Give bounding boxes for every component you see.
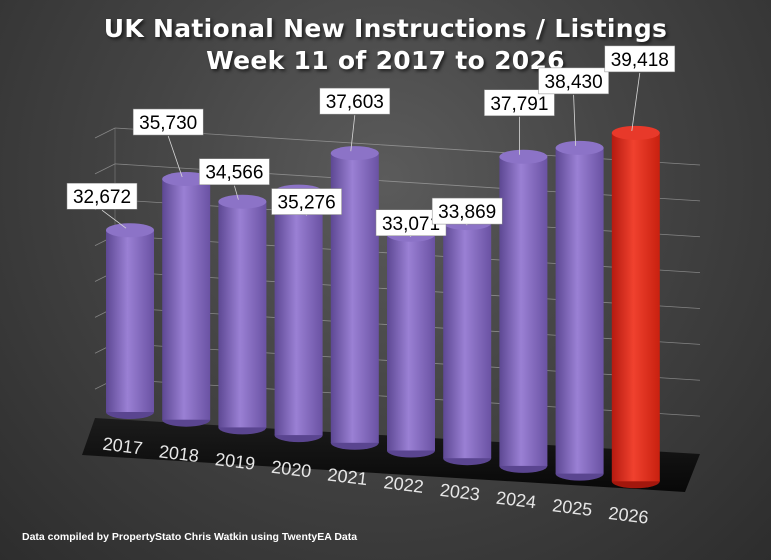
bar-top	[106, 223, 154, 238]
value-label: 34,566	[205, 163, 263, 184]
bar-top	[218, 194, 267, 209]
x-tick-label: 2019	[214, 449, 256, 474]
value-label-leader	[101, 209, 127, 229]
bar-top	[162, 172, 211, 187]
bar	[387, 234, 435, 451]
data-source-footnote: Data compiled by PropertyStato Chris Wat…	[22, 531, 358, 543]
value-label: 33,071	[382, 214, 440, 235]
x-tick-label: 2018	[158, 441, 200, 466]
value-label-box	[319, 87, 391, 115]
value-label-leader	[350, 115, 356, 152]
x-tick-label: 2020	[270, 457, 312, 482]
value-label-leader	[234, 185, 239, 200]
x-tick-label: 2021	[326, 464, 368, 489]
value-label-box	[538, 67, 609, 95]
bar	[162, 179, 211, 420]
value-label: 39,418	[611, 50, 669, 71]
value-label-leader	[573, 94, 576, 146]
x-tick-label: 2023	[439, 480, 481, 505]
bar	[218, 201, 267, 428]
x-tick-label: 2026	[607, 503, 649, 528]
gridline-tick	[94, 127, 116, 139]
value-label: 35,730	[139, 113, 197, 134]
value-label-box	[66, 182, 138, 210]
bar	[555, 147, 604, 474]
value-label-box	[132, 108, 204, 136]
bar-top	[330, 146, 379, 161]
value-label-box	[431, 197, 503, 225]
bar-top	[499, 149, 548, 164]
chart-title-line-2: Week 11 of 2017 to 2026	[206, 46, 565, 75]
x-tick-label: 2022	[383, 472, 425, 497]
value-label: 32,672	[73, 187, 131, 208]
value-label-box	[199, 158, 270, 185]
bar	[106, 230, 154, 412]
value-label-box	[604, 45, 676, 73]
chart-floor	[82, 418, 700, 492]
value-label-leader	[631, 72, 641, 131]
chart-title-line-1: UK National New Instructions / Listings	[103, 14, 668, 43]
value-label-box	[271, 188, 342, 215]
value-label-leader	[167, 135, 183, 178]
x-tick-label: 2017	[102, 434, 144, 459]
x-tick-label: 2025	[551, 495, 593, 520]
bar	[443, 223, 492, 459]
bar-top	[555, 140, 604, 155]
bar-top	[611, 125, 660, 140]
bar	[499, 156, 548, 466]
value-label: 38,430	[545, 72, 603, 93]
x-tick-label: 2024	[495, 488, 537, 513]
value-label: 37,791	[490, 94, 548, 115]
value-label: 37,603	[326, 92, 384, 113]
bar	[274, 191, 323, 436]
bar	[611, 132, 660, 482]
value-label: 35,276	[278, 193, 336, 214]
gridline-tick	[94, 163, 116, 175]
value-label: 33,869	[438, 202, 496, 223]
